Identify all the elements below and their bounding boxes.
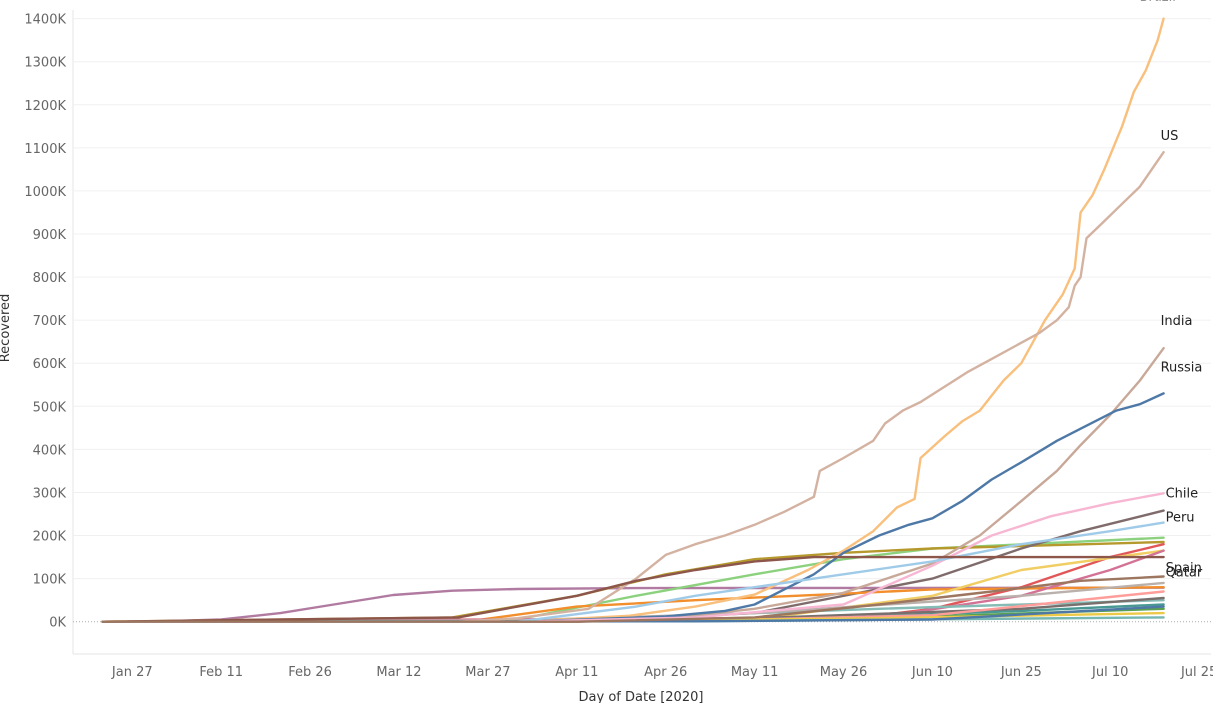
end-label-us: US xyxy=(1161,129,1179,144)
y-tick-label: 700K xyxy=(33,314,67,329)
x-tick-label: Apr 11 xyxy=(555,665,598,680)
series-line-brazil xyxy=(101,17,1165,623)
x-tick-label: Mar 12 xyxy=(376,665,421,680)
x-tick-label: Jan 27 xyxy=(111,665,153,680)
series-line-peru xyxy=(101,521,1165,623)
x-tick-label: Feb 26 xyxy=(288,665,332,680)
y-tick-label: 1400K xyxy=(24,13,66,28)
series-line-russia xyxy=(101,392,1165,623)
y-tick-label: 600K xyxy=(33,357,67,372)
x-tick-label: Feb 11 xyxy=(199,665,243,680)
end-label-qatar: Qatar xyxy=(1166,565,1203,580)
x-axis-title: Day of Date [2020] xyxy=(579,690,704,703)
x-tick-label: Jul 25 xyxy=(1180,665,1213,680)
end-label-russia: Russia xyxy=(1161,360,1203,375)
y-tick-label: 100K xyxy=(33,573,67,588)
y-axis-ticks: 0K 100K 200K 300K 400K 500K 600K 700K 800K 900K 10… xyxy=(24,13,66,631)
y-tick-label: 500K xyxy=(33,400,67,415)
end-label-india: India xyxy=(1161,314,1193,329)
y-tick-label: 1300K xyxy=(24,56,66,71)
y-tick-label: 400K xyxy=(33,443,67,458)
series-line-us xyxy=(101,151,1165,623)
y-tick-label: 1100K xyxy=(24,142,66,157)
end-label-peru: Peru xyxy=(1166,511,1195,526)
y-tick-label: 800K xyxy=(33,271,67,286)
y-tick-label: 300K xyxy=(33,486,67,501)
x-axis-ticks: Jan 27 Feb 11 Feb 26 Mar 12 Mar 27 Apr 11 Apr … xyxy=(111,665,1213,680)
end-label-spain: Spain xyxy=(1166,561,1202,576)
x-tick-label: Jul 10 xyxy=(1091,665,1128,680)
y-tick-label: 1000K xyxy=(24,185,66,200)
x-tick-label: Mar 27 xyxy=(465,665,510,680)
y-tick-label: 200K xyxy=(33,530,67,545)
x-tick-label: May 11 xyxy=(731,665,779,680)
x-tick-label: Apr 26 xyxy=(644,665,687,680)
series-line-qatar xyxy=(101,575,1165,623)
series-line-spain xyxy=(101,555,1165,623)
y-tick-label: 0K xyxy=(49,616,66,631)
x-tick-label: Jun 25 xyxy=(1000,665,1042,680)
y-tick-label: 1200K xyxy=(24,99,66,114)
series-lines xyxy=(101,17,1165,623)
series-line-chile xyxy=(101,492,1165,623)
x-tick-label: Jun 10 xyxy=(911,665,953,680)
x-tick-label: May 26 xyxy=(820,665,868,680)
y-tick-label: 900K xyxy=(33,228,67,243)
end-label-brazil: Brazil xyxy=(1140,0,1176,5)
grid-lines xyxy=(72,10,1211,655)
end-label-chile: Chile xyxy=(1166,486,1199,501)
y-axis-title: Recovered xyxy=(0,294,13,363)
